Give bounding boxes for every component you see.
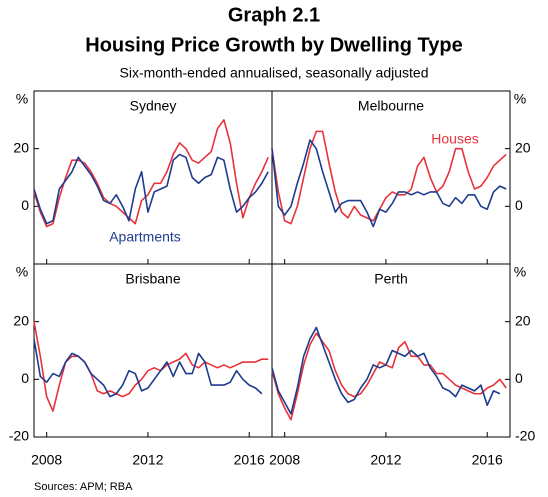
y-tick-label: 20 — [13, 139, 29, 155]
series-label: Apartments — [109, 229, 181, 245]
panel-title: Sydney — [130, 98, 177, 114]
unit-label: % — [514, 264, 526, 280]
series-label: Houses — [431, 131, 478, 147]
graph-number: Graph 2.1 — [228, 4, 320, 26]
panel-title: Perth — [374, 271, 407, 287]
series-line — [33, 153, 269, 225]
y-tick-label: 20 — [515, 139, 531, 155]
x-tick-label: 2016 — [234, 452, 265, 468]
subtitle: Six-month-ended annualised, seasonally a… — [120, 65, 429, 81]
x-tick-label: 2008 — [31, 452, 62, 468]
series-line — [271, 326, 501, 415]
panel-title: Brisbane — [125, 271, 180, 287]
series-line — [33, 338, 263, 398]
y-tick-label: 0 — [21, 370, 29, 386]
series-line — [271, 139, 507, 228]
y-tick-label: 0 — [515, 197, 523, 213]
x-tick-label: 2016 — [472, 452, 503, 468]
y-tick-label: 20 — [515, 312, 531, 328]
panel-frame — [271, 263, 511, 438]
x-tick-label: 2008 — [269, 452, 300, 468]
unit-label: % — [514, 91, 526, 107]
source: Sources: APM; RBA — [34, 481, 133, 493]
series-line — [33, 321, 269, 412]
series-line — [33, 119, 269, 228]
x-tick-label: 2012 — [370, 452, 401, 468]
series-line — [271, 332, 507, 421]
y-tick-label: 20 — [13, 312, 29, 328]
panel-frame — [33, 263, 273, 438]
panel-title: Melbourne — [358, 98, 424, 114]
unit-label: % — [16, 91, 28, 107]
y-tick-label: 0 — [21, 197, 29, 213]
chart-title: Housing Price Growth by Dwelling Type — [85, 34, 462, 56]
y-tick-label: -20 — [515, 428, 535, 444]
panel-frame — [271, 90, 511, 265]
x-tick-label: 2012 — [132, 452, 163, 468]
y-tick-label: 0 — [515, 370, 523, 386]
series-line — [271, 130, 507, 225]
y-tick-label: -20 — [9, 428, 29, 444]
unit-label: % — [16, 264, 28, 280]
